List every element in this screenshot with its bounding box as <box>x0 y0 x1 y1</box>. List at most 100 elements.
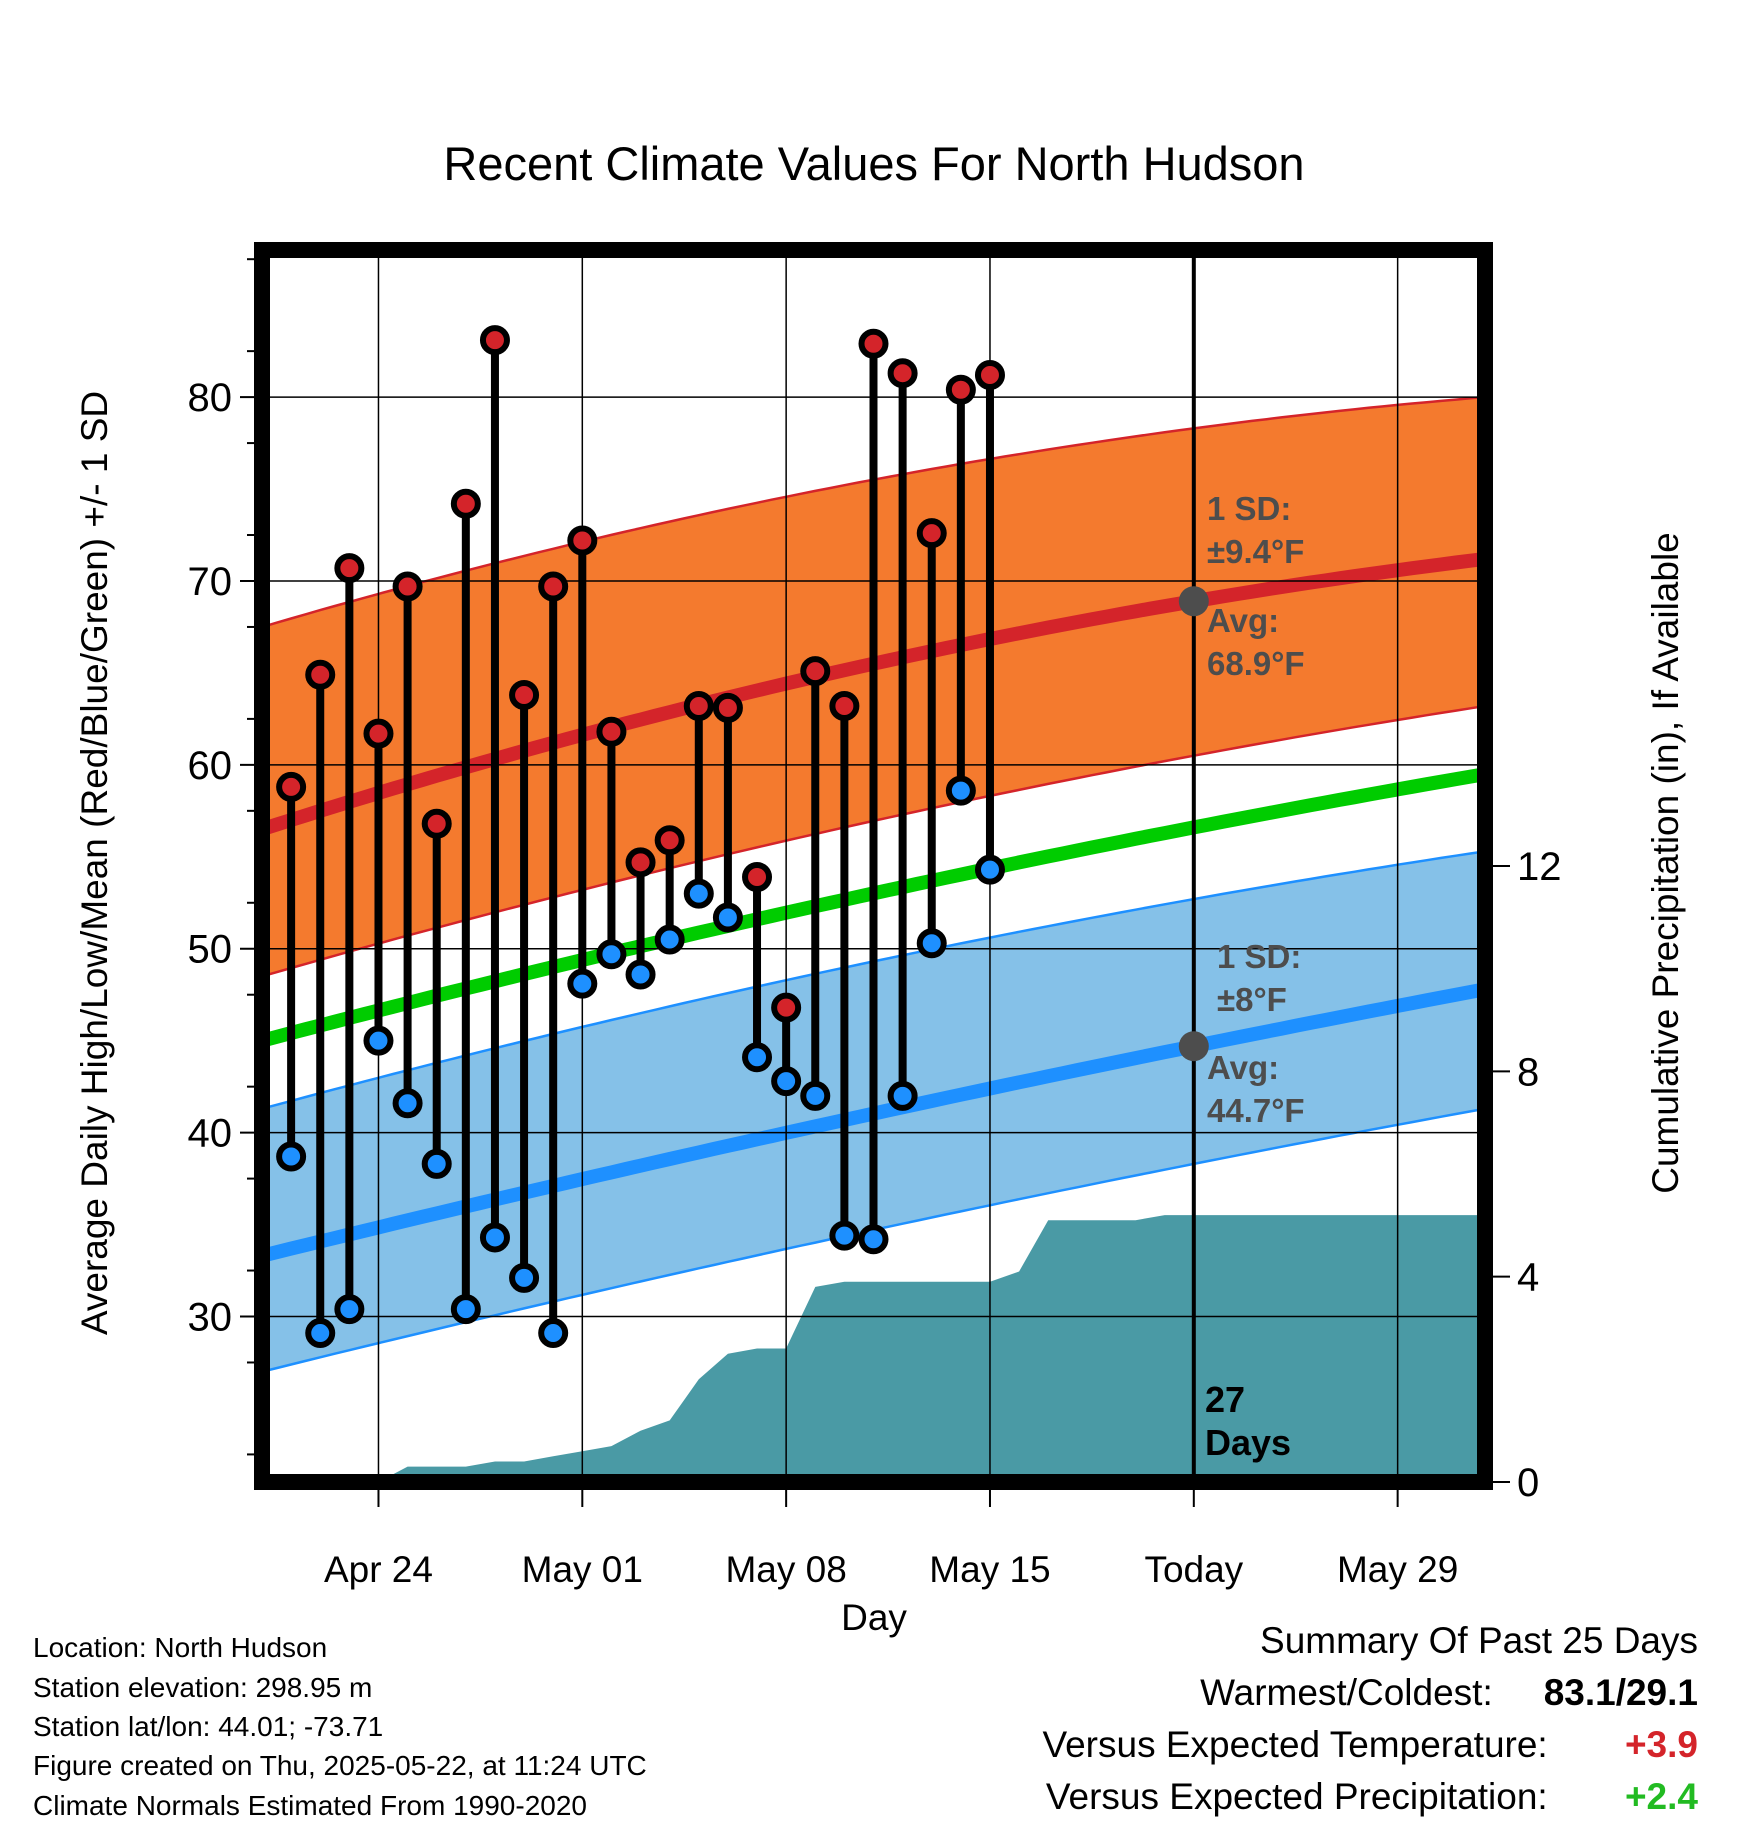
observed-low-point <box>945 775 976 806</box>
x-tick-label: May 01 <box>522 1549 643 1590</box>
observed-high-point <box>916 518 947 549</box>
warmest-coldest-value: 83.1/29.1 <box>1543 1672 1698 1713</box>
observed-high-point <box>509 679 540 710</box>
plot-clip-group <box>262 250 1485 1482</box>
days-unit-label: Days <box>1205 1422 1291 1463</box>
y-tick-label: 80 <box>188 376 233 420</box>
observed-high-point <box>974 360 1005 391</box>
observed-low-point <box>305 1318 336 1349</box>
observed-high-point <box>800 656 831 687</box>
observed-low-point <box>421 1148 452 1179</box>
observed-high-point <box>742 862 773 893</box>
observed-low-point <box>829 1220 860 1251</box>
x-tick-label: May 29 <box>1337 1549 1458 1590</box>
high-sd-label: 1 SD: <box>1207 490 1291 527</box>
chart-title: Recent Climate Values For North Hudson <box>443 137 1304 190</box>
low-avg-value: 44.7°F <box>1207 1092 1305 1129</box>
observed-low-point <box>509 1262 540 1293</box>
observed-high-point <box>945 374 976 405</box>
warmest-coldest-label: Warmest/Coldest: <box>1200 1672 1493 1713</box>
observed-low-point <box>450 1294 481 1325</box>
low-sd-value: ±8°F <box>1217 981 1287 1018</box>
observed-low-point <box>858 1224 889 1255</box>
observed-high-point <box>654 825 685 856</box>
plot-area: 1 SD: ±9.4°F Avg: 68.9°F 1 SD: ±8°F Avg: 44.7°F… <box>188 242 1562 1590</box>
x-axis-label: Day <box>841 1597 907 1638</box>
y-tick-label: 60 <box>188 744 233 788</box>
station-latlon: Station lat/lon: 44.01; -73.71 <box>33 1711 384 1742</box>
observed-high-point <box>683 691 714 722</box>
precip-anomaly-label: Versus Expected Precipitation: <box>1045 1776 1548 1817</box>
observed-high-point <box>538 571 569 602</box>
observed-low-point <box>538 1318 569 1349</box>
low-sd-label: 1 SD: <box>1217 938 1301 975</box>
observed-high-point <box>596 716 627 747</box>
observed-high-point <box>421 808 452 839</box>
station-location: Location: North Hudson <box>33 1632 328 1663</box>
observed-high-point <box>771 992 802 1023</box>
observed-high-point <box>829 691 860 722</box>
observed-low-point <box>567 968 598 999</box>
observed-low-point <box>800 1080 831 1111</box>
observed-high-point <box>887 358 918 389</box>
observed-high-point <box>712 692 743 723</box>
summary-title: Summary Of Past 25 Days <box>1260 1620 1698 1661</box>
observed-high-point <box>334 553 365 584</box>
observed-low-point <box>363 1025 394 1056</box>
observed-high-point <box>450 488 481 519</box>
observed-low-point <box>742 1042 773 1073</box>
precip-anomaly-value: +2.4 <box>1624 1776 1698 1817</box>
observed-low-point <box>916 928 947 959</box>
summary-warmest-coldest: Warmest/Coldest: 83.1/29.1 <box>1200 1672 1698 1714</box>
temp-anomaly-value: +3.9 <box>1624 1724 1698 1765</box>
observed-low-point <box>771 1066 802 1097</box>
observed-high-point <box>305 659 336 690</box>
y-tick-label: 70 <box>188 560 233 604</box>
days-count-label: 27 <box>1205 1379 1245 1420</box>
x-tick-label: May 15 <box>929 1549 1050 1590</box>
today-high-avg-marker <box>1178 586 1209 617</box>
observed-low-point <box>974 854 1005 885</box>
observed-low-point <box>276 1141 307 1172</box>
high-sd-value: ±9.4°F <box>1207 533 1304 570</box>
y-axis-label: Average Daily High/Low/Mean (Red/Blue/Gr… <box>74 391 115 1335</box>
y-tick-label: 50 <box>188 928 233 972</box>
observed-low-point <box>887 1080 918 1111</box>
observed-high-point <box>625 847 656 878</box>
observed-high-point <box>363 718 394 749</box>
station-elevation: Station elevation: 298.95 m <box>33 1672 373 1703</box>
observed-low-point <box>712 902 743 933</box>
observed-high-point <box>858 328 889 359</box>
y2-tick-label: 0 <box>1517 1461 1539 1505</box>
observed-low-point <box>654 924 685 955</box>
observed-low-point <box>596 939 627 970</box>
observed-high-point <box>392 571 423 602</box>
temp-anomaly-label: Versus Expected Temperature: <box>1042 1724 1548 1765</box>
climate-normals-note: Climate Normals Estimated From 1990-2020 <box>33 1790 587 1821</box>
x-tick-label: Apr 24 <box>324 1549 433 1590</box>
high-avg-label: Avg: <box>1207 602 1279 639</box>
observed-high-point <box>567 525 598 556</box>
low-avg-label: Avg: <box>1207 1049 1279 1086</box>
y2-tick-label: 12 <box>1517 845 1562 889</box>
y2-axis-label: Cumulative Precipitation (in), If Availa… <box>1645 532 1686 1194</box>
observed-high-point <box>276 771 307 802</box>
y-tick-label: 40 <box>188 1112 233 1156</box>
observed-low-point <box>625 959 656 990</box>
high-avg-value: 68.9°F <box>1207 645 1305 682</box>
y2-tick-label: 8 <box>1517 1050 1539 1094</box>
summary-precipitation: Versus Expected Precipitation: +2.4 <box>1046 1776 1698 1818</box>
observed-low-point <box>479 1222 510 1253</box>
observed-low-point <box>392 1088 423 1119</box>
y2-tick-label: 4 <box>1517 1256 1539 1300</box>
summary-temperature: Versus Expected Temperature: +3.9 <box>1042 1724 1698 1766</box>
x-tick-label: May 08 <box>725 1549 846 1590</box>
figure-created: Figure created on Thu, 2025-05-22, at 11… <box>33 1750 647 1781</box>
observed-high-point <box>479 325 510 356</box>
precipitation-area <box>378 1215 1485 1482</box>
observed-low-point <box>334 1294 365 1325</box>
plot-frame <box>254 242 1493 1490</box>
y-tick-label: 30 <box>188 1296 233 1340</box>
x-tick-label: Today <box>1144 1549 1243 1590</box>
